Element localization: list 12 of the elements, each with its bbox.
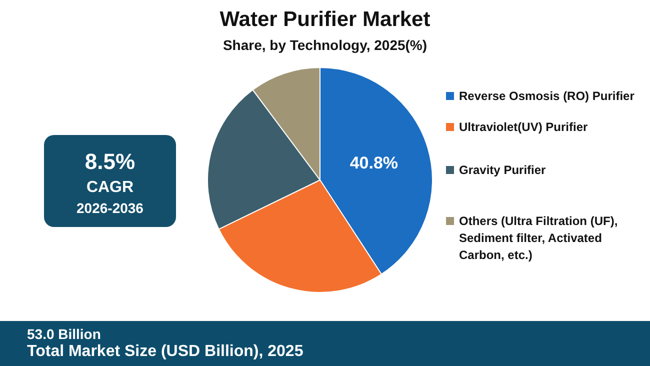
text: CAGR [85,179,135,197]
text: Total Market Size (USD Billion), 2025 [26,342,304,361]
legend-label: Reverse Osmosis (RO) Purifier [459,89,634,103]
legend-label: Gravity Purifier [459,163,546,177]
chart-title: Water Purifier Market [218,8,432,32]
data-label: 40.8% [350,154,398,173]
text: 8.5% [84,149,136,175]
legend-label: Ultraviolet(UV) Purifier [459,120,588,134]
legend-label: Others (Ultra Filtration (UF), Sediment filter, Activated Carbon, etc.) [459,214,618,262]
chart-subtitle: Share, by Technology, 2025(%) [222,37,428,53]
text: 2026-2036 [76,200,144,216]
text: 53.0 Billion [26,325,102,342]
